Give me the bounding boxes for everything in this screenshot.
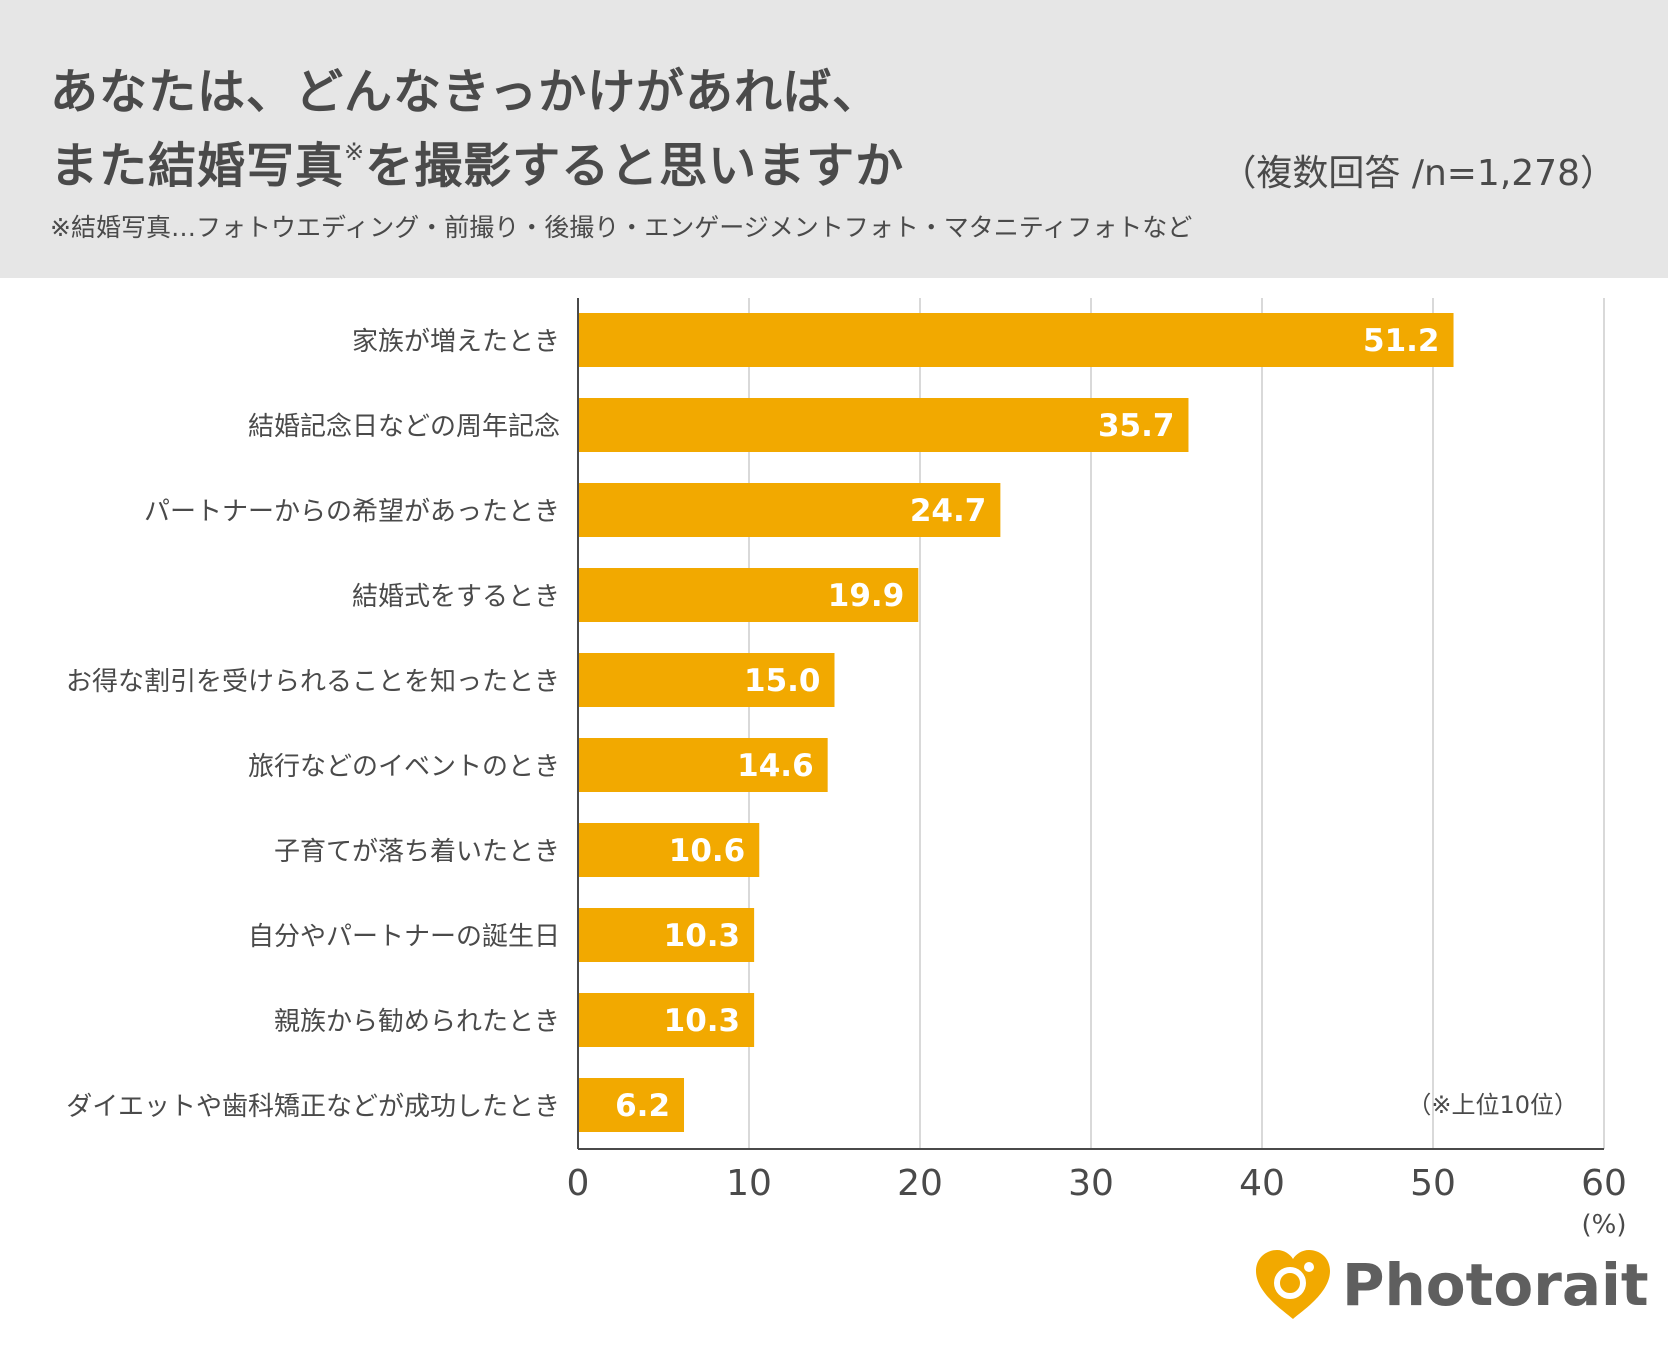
x-tick-label-40: 40 (1239, 1163, 1285, 1204)
category-label-6: 旅行などのイベントのとき (248, 752, 560, 782)
bar-5 (578, 653, 835, 707)
sample-size-note: （複数回答 /n=1,278） (1220, 153, 1616, 194)
category-label-3: パートナーからの希望があったとき (144, 497, 560, 527)
bar-7 (578, 823, 760, 877)
bar-6 (578, 738, 828, 792)
bar-8 (578, 908, 755, 962)
header: あなたは、どんなきっかけがあれば、 また結婚写真※を撮影すると思いますか （複数… (0, 0, 1668, 278)
title-footnote-mark: ※ (344, 138, 366, 166)
category-label-8: 自分やパートナーの誕生日 (248, 922, 560, 952)
value-label-3: 24.7 (910, 493, 987, 529)
category-label-1: 家族が増えたとき (352, 327, 560, 357)
category-label-4: 結婚式をするとき (352, 582, 560, 612)
value-label-2: 35.7 (1098, 408, 1175, 444)
value-label-10: 6.2 (615, 1088, 670, 1124)
value-label-8: 10.3 (664, 918, 741, 954)
category-label-5: お得な割引を受けられることを知ったとき (66, 667, 560, 697)
title-text-a: また結婚写真 (50, 138, 345, 194)
category-label-10: ダイエットや歯科矯正などが成功したとき (66, 1092, 560, 1122)
category-label-9: 親族から勧められたとき (274, 1007, 560, 1037)
x-tick-label-50: 50 (1410, 1163, 1456, 1204)
x-axis-unit: (%) (1582, 1210, 1627, 1240)
bar-1 (578, 313, 1454, 367)
bar-9 (578, 993, 755, 1047)
value-label-4: 19.9 (828, 578, 905, 614)
brand-logo: Photorait (1254, 1250, 1649, 1319)
page-title-line-1: あなたは、どんなきっかけがあれば、 (50, 64, 882, 120)
value-label-6: 14.6 (737, 748, 814, 784)
value-label-5: 15.0 (744, 663, 821, 699)
title-text-b: を撮影すると思いますか (365, 138, 905, 194)
heart-camera-icon (1256, 1250, 1330, 1319)
chart-note: （※上位10位） (1407, 1091, 1578, 1119)
definition-footnote: ※結婚写真…フォトウエディング・前撮り・後撮り・エンゲージメントフォト・マタニテ… (50, 213, 1193, 242)
value-label-9: 10.3 (664, 1003, 741, 1039)
category-label-2: 結婚記念日などの周年記念 (248, 412, 560, 442)
x-tick-label-60: 60 (1581, 1163, 1627, 1204)
x-tick-label-0: 0 (567, 1163, 590, 1204)
bar-3 (578, 483, 1001, 537)
bar-chart: 51.2 家族が増えたとき 35.7 結婚記念日などの周年記念 24.7 パートナーからの… (66, 298, 1627, 1240)
value-label-1: 51.2 (1363, 323, 1440, 359)
x-tick-label-20: 20 (897, 1163, 943, 1204)
category-label-7: 子育てが落ち着いたとき (274, 837, 560, 867)
bar-4 (578, 568, 919, 622)
value-label-7: 10.6 (669, 833, 746, 869)
bar-10 (578, 1078, 685, 1132)
x-tick-label-30: 30 (1068, 1163, 1114, 1204)
logo-wordmark: Photorait (1342, 1251, 1649, 1319)
page-title-line-2: また結婚写真※を撮影すると思いますか (50, 126, 904, 196)
bar-2 (578, 398, 1189, 452)
x-tick-label-10: 10 (726, 1163, 772, 1204)
